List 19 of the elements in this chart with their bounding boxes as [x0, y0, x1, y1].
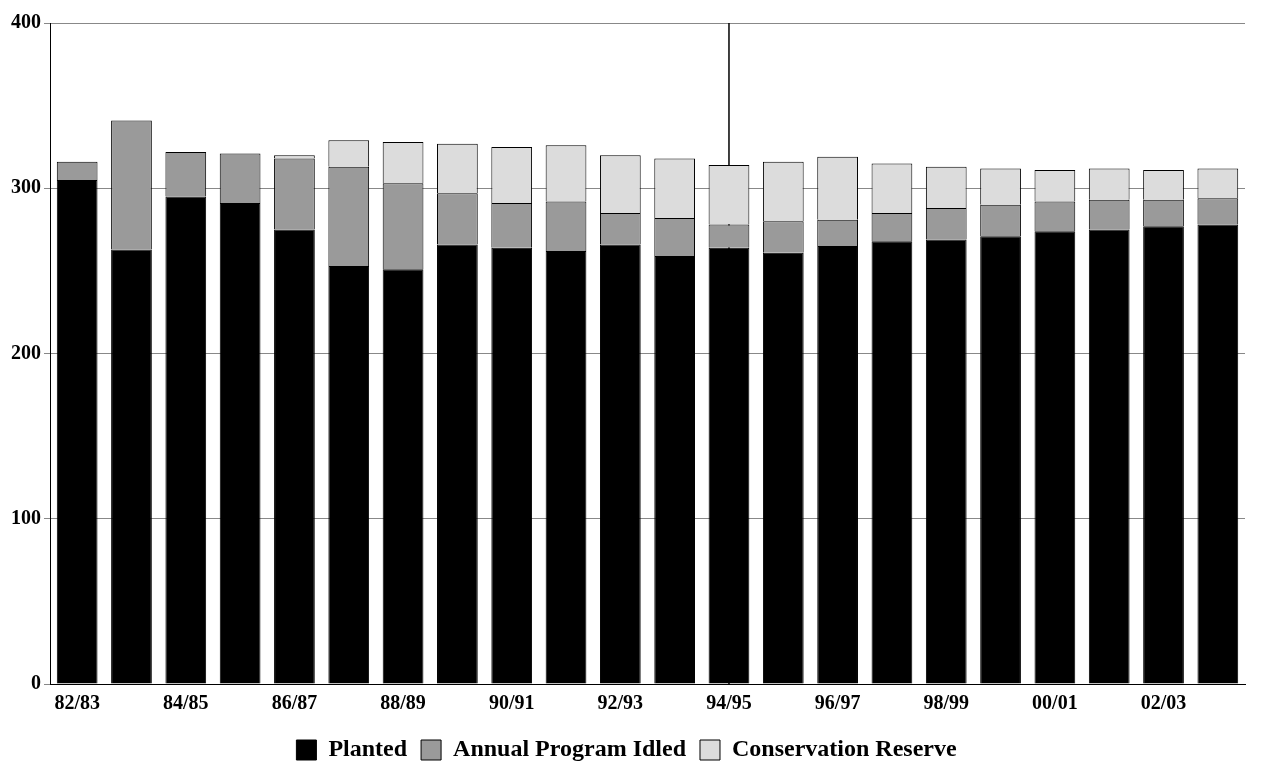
x-tick-label: 92/93 [597, 691, 644, 714]
x-tick-label: 94/95 [706, 691, 752, 714]
x-tick-label: 98/99 [923, 691, 970, 714]
x-tick-label: 02/03 [1140, 691, 1187, 714]
legend-label: Annual Program Idled [453, 735, 687, 762]
x-tick-label: 00/01 [1032, 691, 1078, 714]
x-tick-label: 86/87 [271, 691, 318, 714]
x-tick-label: 82/83 [54, 691, 100, 714]
x-tick-label: 90/91 [488, 691, 535, 714]
legend-label: Conservation Reserve [731, 735, 957, 762]
y-tick-label: 400 [11, 10, 41, 33]
x-tick-label: 84/85 [163, 691, 209, 714]
y-tick-label: 300 [11, 175, 41, 198]
y-tick-label: 0 [31, 671, 41, 694]
x-tick-label: 88/89 [380, 691, 426, 714]
y-tick-label: 200 [11, 340, 41, 363]
legend-label: Planted [328, 735, 408, 762]
x-tick-label: 96/97 [814, 691, 861, 714]
y-tick-label: 100 [11, 505, 41, 528]
